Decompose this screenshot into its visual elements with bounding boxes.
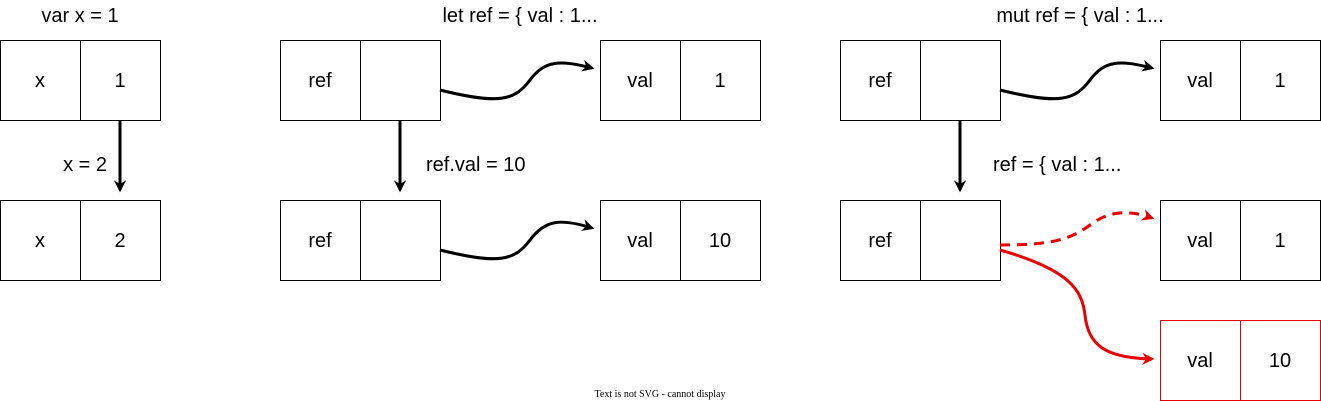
let-after-obj-value-cell: [680, 200, 761, 281]
let-step-label: ref.val = 10: [426, 154, 526, 176]
mut-before-ref-pointer-cell: [920, 40, 1001, 121]
var-after-box: x 2: [0, 200, 161, 281]
mut-after-ref-pointer-cell: [920, 200, 1001, 281]
mut-new-obj-key-cell: [1160, 320, 1241, 401]
panel-mut-caption: mut ref = { val : 1...: [996, 5, 1163, 27]
let-before-ref-name: ref: [308, 70, 332, 92]
mut-after-ref-box: ref: [840, 200, 1001, 281]
mut-after-ref-name: ref: [868, 230, 892, 252]
mut-before-obj-box: val 1: [1160, 40, 1321, 121]
footer-note: Text is not SVG - cannot display: [595, 389, 726, 400]
panel-mut: mut ref = { val : 1... ref val 1 ref = {…: [840, 5, 1321, 401]
var-after-value: 2: [114, 230, 125, 252]
panel-var: var x = 1 x 1 x = 2 x 2: [0, 5, 161, 281]
let-after-ref-name-cell: [280, 200, 361, 281]
let-after-obj-value: 10: [709, 230, 731, 252]
let-before-ref-box: ref: [280, 40, 441, 121]
let-after-pointer-arrow: [439, 219, 595, 261]
mut-new-obj-key: val: [1187, 350, 1213, 372]
mut-old-obj-value-cell: [1240, 200, 1321, 281]
let-before-obj-key-cell: [600, 40, 681, 121]
let-after-ref-pointer-cell: [360, 200, 441, 281]
var-before-name: x: [35, 70, 45, 92]
mut-before-pointer-arrow: [999, 59, 1155, 101]
let-after-ref-name: ref: [308, 230, 332, 252]
mut-before-obj-value-cell: [1240, 40, 1321, 121]
panel-var-caption: var x = 1: [41, 5, 118, 27]
mut-old-pointer-arrow-dashed: [999, 209, 1155, 247]
var-after-name: x: [35, 230, 45, 252]
var-before-value-cell: [80, 40, 161, 121]
var-before-value: 1: [114, 70, 125, 92]
mut-after-ref-name-cell: [840, 200, 921, 281]
var-after-value-cell: [80, 200, 161, 281]
let-after-ref-box: ref: [280, 200, 441, 281]
let-before-obj-value-cell: [680, 40, 761, 121]
let-before-obj-box: val 1: [600, 40, 761, 121]
mut-new-obj-box: val 10: [1160, 320, 1321, 401]
mut-before-obj-key-cell: [1160, 40, 1241, 121]
panel-let-caption: let ref = { val : 1...: [442, 5, 597, 27]
mut-old-obj-key-cell: [1160, 200, 1241, 281]
var-after-name-cell: [0, 200, 81, 281]
mut-new-obj-value-cell: [1240, 320, 1321, 401]
var-step-label: x = 2: [63, 154, 107, 176]
mut-before-ref-name-cell: [840, 40, 921, 121]
let-after-obj-key: val: [627, 230, 653, 252]
mut-new-pointer-arrow: [999, 248, 1155, 365]
var-before-name-cell: [0, 40, 81, 121]
mut-before-obj-value: 1: [1274, 70, 1285, 92]
mut-before-obj-key: val: [1187, 70, 1213, 92]
var-before-box: x 1: [0, 40, 161, 121]
mut-before-ref-name: ref: [868, 70, 892, 92]
mut-old-obj-key: val: [1187, 230, 1213, 252]
let-before-obj-value: 1: [714, 70, 725, 92]
let-before-pointer-arrow: [439, 59, 595, 101]
mut-before-ref-box: ref: [840, 40, 1001, 121]
mut-new-obj-value: 10: [1269, 350, 1291, 372]
mut-old-obj-value: 1: [1274, 230, 1285, 252]
let-after-obj-key-cell: [600, 200, 681, 281]
panel-let: let ref = { val : 1... ref val 1 ref.val…: [280, 5, 761, 281]
mut-step-label: ref = { val : 1...: [993, 154, 1121, 176]
let-before-obj-key: val: [627, 70, 653, 92]
mut-old-obj-box: val 1: [1160, 200, 1321, 281]
let-before-ref-pointer-cell: [360, 40, 441, 121]
let-after-obj-box: val 10: [600, 200, 761, 281]
